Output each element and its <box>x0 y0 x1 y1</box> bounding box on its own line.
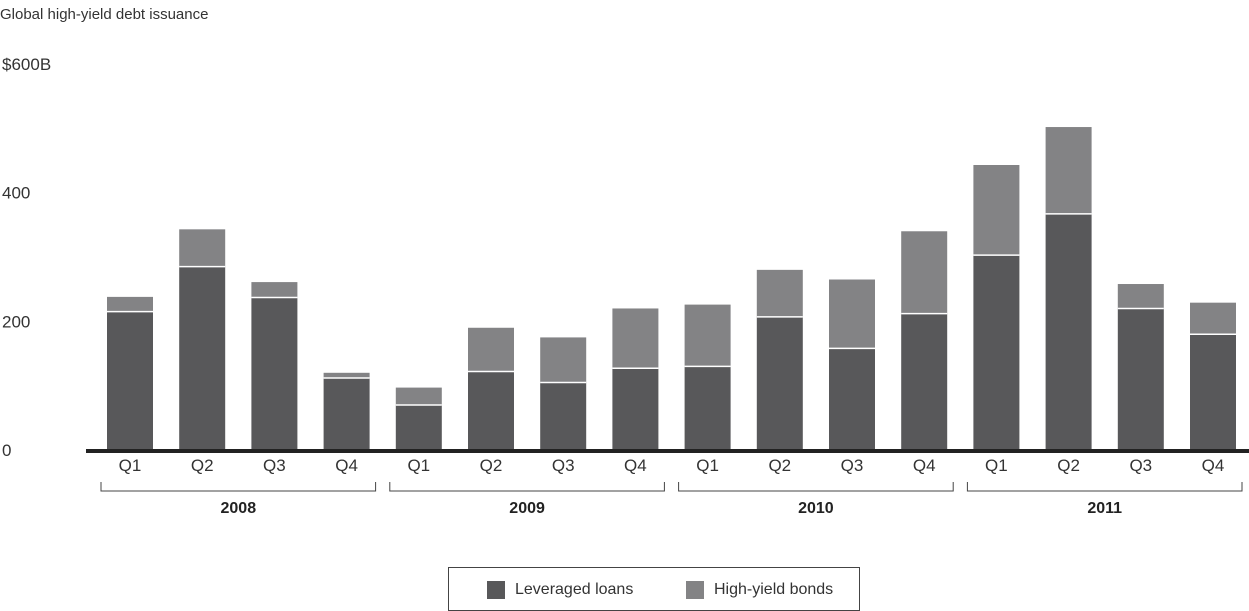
bar-high-yield-bonds <box>684 304 731 367</box>
year-bracket <box>678 482 954 492</box>
legend-item-leveraged-loans: Leveraged loans <box>487 581 633 599</box>
bar-high-yield-bonds <box>251 282 298 298</box>
chart-title: Global high-yield debt issuance <box>0 6 209 23</box>
legend-swatch-leveraged-loans <box>487 581 505 599</box>
year-group-label: 2010 <box>798 500 834 517</box>
bar-high-yield-bonds <box>540 337 587 383</box>
bar-leveraged-loans <box>1117 308 1164 450</box>
bar-leveraged-loans <box>179 266 226 450</box>
year-bracket <box>389 482 665 492</box>
bar-leveraged-loans <box>684 366 731 450</box>
bar-high-yield-bonds <box>323 372 370 378</box>
bar-leveraged-loans <box>251 297 298 450</box>
bar-leveraged-loans <box>1045 213 1092 450</box>
x-tick-label: Q3 <box>841 456 864 475</box>
x-tick-label: Q1 <box>696 456 719 475</box>
bar-high-yield-bonds <box>1045 127 1092 214</box>
bar-leveraged-loans <box>829 348 875 450</box>
bar-high-yield-bonds <box>179 229 226 267</box>
x-tick-label: Q1 <box>119 456 142 475</box>
bar-leveraged-loans <box>395 404 442 450</box>
bar-high-yield-bonds <box>973 165 1020 256</box>
x-tick-label: Q3 <box>1129 456 1152 475</box>
y-tick-label: 0 <box>2 441 11 460</box>
bar-leveraged-loans <box>323 377 370 450</box>
x-tick-label: Q1 <box>407 456 430 475</box>
y-tick-label: $600B <box>2 55 51 74</box>
x-tick-label: Q4 <box>335 456 358 475</box>
legend-item-high-yield-bonds: High-yield bonds <box>686 581 833 599</box>
bar-high-yield-bonds <box>107 296 153 312</box>
x-tick-label: Q2 <box>768 456 791 475</box>
year-group-label: 2008 <box>221 500 257 517</box>
bar-leveraged-loans <box>901 313 948 450</box>
bars <box>107 127 1236 450</box>
legend-label-leveraged-loans: Leveraged loans <box>515 581 634 598</box>
legend-label-high-yield-bonds: High-yield bonds <box>714 581 834 598</box>
x-axis-labels: Q1 Q2 Q3 Q4 Q1 Q2 Q3 Q4 Q1 Q2 Q3 Q4 Q1 Q2 Q3 Q4 <box>119 456 1225 475</box>
year-bracket <box>100 482 377 492</box>
bar-leveraged-loans <box>540 382 587 450</box>
bar-high-yield-bonds <box>612 308 659 369</box>
y-tick-label: 400 <box>2 184 30 203</box>
x-tick-label: Q2 <box>480 456 503 475</box>
x-tick-label: Q4 <box>624 456 647 475</box>
bar-high-yield-bonds <box>1117 284 1164 309</box>
x-tick-label: Q2 <box>191 456 214 475</box>
x-tick-label: Q3 <box>263 456 286 475</box>
bar-high-yield-bonds <box>756 269 803 317</box>
y-axis-labels: $600B 400 200 0 <box>2 55 51 460</box>
x-tick-label: Q3 <box>552 456 575 475</box>
bar-high-yield-bonds <box>1190 302 1236 335</box>
year-groups: 2008 2009 2010 2011 <box>100 482 1243 517</box>
bar-leveraged-loans <box>756 316 803 450</box>
year-group-label: 2011 <box>1087 500 1122 517</box>
bar-leveraged-loans <box>973 255 1020 450</box>
x-tick-label: Q1 <box>985 456 1008 475</box>
bar-leveraged-loans <box>1190 334 1236 450</box>
bar-high-yield-bonds <box>901 231 948 314</box>
x-tick-label: Q4 <box>1202 456 1225 475</box>
bar-leveraged-loans <box>468 371 514 450</box>
x-tick-label: Q4 <box>913 456 936 475</box>
bar-high-yield-bonds <box>829 279 875 349</box>
year-bracket <box>966 482 1243 492</box>
bar-high-yield-bonds <box>395 387 442 405</box>
legend: Leveraged loans High-yield bonds <box>448 567 860 611</box>
bar-leveraged-loans <box>107 311 153 450</box>
x-tick-label: Q2 <box>1057 456 1080 475</box>
legend-swatch-high-yield-bonds <box>686 581 704 599</box>
bar-leveraged-loans <box>612 368 659 450</box>
bar-high-yield-bonds <box>468 327 514 372</box>
y-tick-label: 200 <box>2 312 30 331</box>
year-group-label: 2009 <box>509 500 545 517</box>
